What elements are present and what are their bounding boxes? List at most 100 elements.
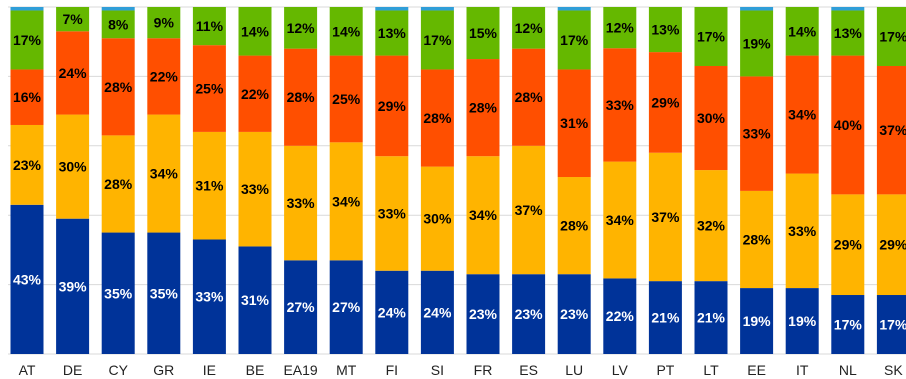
data-label: 28% <box>287 89 316 105</box>
bar-segment <box>329 55 363 143</box>
data-label: 32% <box>697 218 726 234</box>
data-label: 16% <box>13 89 42 105</box>
bar-segment <box>101 135 135 233</box>
bar-segment <box>740 190 774 289</box>
bar-segment <box>785 55 819 174</box>
bar-segment <box>192 239 226 354</box>
bar-segment <box>740 7 774 11</box>
bar-segment <box>694 281 728 354</box>
bar-segment <box>56 114 90 219</box>
data-label: 33% <box>287 195 316 211</box>
bar-segment <box>557 274 591 354</box>
data-label: 28% <box>423 110 452 126</box>
bar-segment <box>101 7 135 11</box>
bar-segment <box>694 170 728 282</box>
bar-segment <box>831 55 865 195</box>
bar-segment <box>876 65 906 195</box>
bar-segment <box>740 76 774 191</box>
bar-segment <box>876 7 906 66</box>
category-label: FI <box>386 362 398 378</box>
bar-segment <box>557 7 591 11</box>
data-label: 34% <box>606 212 635 228</box>
bar-segment <box>512 274 546 354</box>
bar-segment <box>56 7 90 32</box>
data-label: 37% <box>879 122 906 138</box>
data-label: 34% <box>788 107 817 123</box>
data-label: 31% <box>560 115 589 131</box>
category-label: AT <box>19 362 36 378</box>
data-label: 27% <box>332 299 361 315</box>
bar-segment <box>740 288 774 354</box>
data-label: 17% <box>560 32 589 48</box>
data-label: 40% <box>834 117 863 133</box>
bar-segment <box>603 7 637 49</box>
bar-segment <box>284 145 318 261</box>
data-label: 28% <box>104 176 133 192</box>
data-label: 34% <box>150 166 179 182</box>
data-label: 21% <box>697 310 726 326</box>
category-label: EA19 <box>283 362 317 378</box>
bars <box>10 7 906 354</box>
data-label: 17% <box>697 28 726 44</box>
data-label: 15% <box>469 25 498 41</box>
bar-segment <box>420 10 454 70</box>
data-label: 12% <box>606 20 635 36</box>
data-label: 28% <box>560 218 589 234</box>
data-label: 33% <box>788 223 817 239</box>
data-label: 29% <box>651 94 680 110</box>
data-label: 31% <box>195 178 224 194</box>
bar-segment <box>466 156 500 275</box>
bar-segment <box>238 246 272 354</box>
bar-segment <box>375 270 409 354</box>
data-label: 34% <box>332 193 361 209</box>
bar-segment <box>329 260 363 354</box>
data-label: 33% <box>378 205 407 221</box>
data-label: 29% <box>378 98 407 114</box>
data-label: 23% <box>515 306 544 322</box>
bar-segment <box>512 48 546 146</box>
data-label: 28% <box>104 79 133 95</box>
data-label: 13% <box>834 25 863 41</box>
category-label: BE <box>246 362 265 378</box>
data-label: 37% <box>515 202 544 218</box>
bar-segment <box>466 59 500 157</box>
bar-segment <box>420 166 454 271</box>
data-label: 8% <box>108 16 129 32</box>
bar-segment <box>785 7 819 56</box>
data-label: 19% <box>788 313 817 329</box>
bar-segment <box>147 38 181 115</box>
bar-segment <box>375 10 409 56</box>
data-label: 21% <box>651 310 680 326</box>
data-labels: 43% 23% 16% 17% 39% 30% 24% 7% 35% 28% 28% 8% 35% 34%… <box>13 11 906 332</box>
data-label: 22% <box>150 68 179 84</box>
bar-segment <box>648 52 682 153</box>
bar-segment <box>740 10 774 77</box>
data-label: 25% <box>332 91 361 107</box>
bar-segment <box>831 194 865 296</box>
data-label: 12% <box>287 20 316 36</box>
data-label: 17% <box>423 32 452 48</box>
bar-segment <box>557 10 591 70</box>
bar-segment <box>329 142 363 261</box>
data-label: 28% <box>515 89 544 105</box>
data-label: 24% <box>423 304 452 320</box>
category-label: LV <box>612 362 629 378</box>
data-label: 14% <box>332 23 361 39</box>
bar-segment <box>603 161 637 279</box>
bar-segment <box>101 232 135 354</box>
bar-segment <box>147 7 181 39</box>
data-label: 17% <box>879 317 906 333</box>
bar-segment <box>238 7 272 56</box>
data-label: 19% <box>743 313 772 329</box>
bar-segment <box>694 7 728 66</box>
data-label: 13% <box>378 25 407 41</box>
category-label: MT <box>336 362 357 378</box>
bar-segment <box>831 295 865 354</box>
bar-segment <box>101 10 135 39</box>
data-label: 23% <box>13 157 42 173</box>
category-label: CY <box>108 362 128 378</box>
category-label: FR <box>474 362 493 378</box>
category-label: LT <box>703 362 719 378</box>
bar-segment <box>512 145 546 275</box>
